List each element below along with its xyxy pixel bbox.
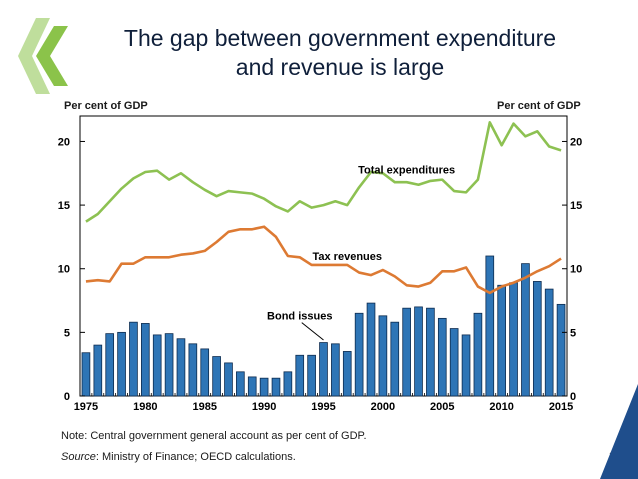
ytick-label-left-5: 5: [64, 327, 70, 339]
bar-1987: [224, 362, 233, 397]
bar-1994: [307, 354, 316, 397]
series-labels: Bond issues Total expenditures Tax revenue…: [267, 164, 455, 341]
left-axis-title: Per cent of GDP: [64, 100, 148, 112]
xtick-label-1975: 1975: [74, 401, 98, 413]
bar-1976: [93, 344, 103, 397]
xtick-label-2005: 2005: [430, 401, 454, 413]
bar-2012: [521, 263, 530, 397]
ytick-label-left-20: 20: [58, 136, 70, 148]
source-label: Source: [61, 451, 96, 463]
ytick-label-left-15: 15: [58, 200, 70, 212]
bar-1978: [117, 331, 126, 397]
bar-2005: [437, 317, 447, 397]
ytick-label-right-15: 15: [570, 200, 582, 212]
bar-1989: [247, 376, 257, 397]
bar-1975: [81, 352, 91, 397]
bar-2009: [485, 255, 495, 397]
bar-2013: [532, 281, 542, 397]
chart-note: Note: Central government general account…: [61, 430, 367, 442]
xtick-label-1990: 1990: [252, 401, 276, 413]
bar-1998: [354, 312, 364, 397]
slide-title-line-1: The gap between government expenditure: [123, 25, 557, 51]
bar-2010: [497, 284, 506, 397]
xtick-label-1995: 1995: [311, 401, 335, 413]
xtick-label-1980: 1980: [133, 401, 157, 413]
right-axis-title: Per cent of GDP: [497, 100, 581, 112]
bar-2001: [390, 321, 400, 397]
line-total-expenditures: [85, 121, 562, 223]
bar-2008: [473, 312, 483, 397]
bar-2004: [426, 307, 435, 397]
bar-1999: [366, 302, 376, 397]
slide-title: The gap between government expenditure a…: [80, 24, 600, 82]
label-total-expenditures: Total expenditures: [358, 164, 455, 176]
bar-2015: [556, 303, 566, 397]
ytick-label-right-0: 0: [570, 391, 576, 403]
source-text: : Ministry of Finance; OECD calculations…: [95, 451, 296, 463]
bar-1995: [319, 342, 328, 397]
bar-1985: [200, 348, 210, 397]
bar-1980: [141, 323, 150, 397]
bar-1981: [152, 334, 162, 397]
chart: 0 0 5 5 10 10 15 15 20 20 1975 1980 1985 1990 1995 2000…: [58, 115, 583, 413]
ytick-label-right-10: 10: [570, 264, 582, 276]
xtick-label-2015: 2015: [549, 401, 573, 413]
bar-1996: [331, 343, 340, 397]
corner-decoration: [600, 384, 638, 479]
label-tax-revenues: Tax revenues: [312, 251, 382, 263]
bar-1992: [283, 371, 293, 397]
axis-ticks: 0 0 5 5 10 10 15 15 20 20 1975 1980 1985 1990 1995 2000…: [58, 136, 583, 413]
bar-1986: [212, 356, 221, 397]
bar-1979: [129, 321, 138, 397]
bar-1984: [188, 343, 198, 397]
bar-1982: [164, 333, 174, 397]
ytick-label-right-5: 5: [570, 327, 576, 339]
chart-source: Source: Ministry of Finance; OECD calcul…: [61, 451, 296, 463]
bond-issue-bars: [81, 255, 566, 397]
bar-1993: [295, 354, 305, 397]
xtick-label-2010: 2010: [489, 401, 513, 413]
bar-1991: [271, 377, 281, 397]
bar-1997: [342, 351, 352, 397]
series-lines: [85, 121, 562, 295]
ytick-label-right-20: 20: [570, 136, 582, 148]
xtick-label-2000: 2000: [371, 401, 395, 413]
ytick-label-left-10: 10: [58, 264, 70, 276]
bond-issues-leader: [301, 322, 324, 341]
bar-2011: [509, 282, 518, 397]
oecd-logo-icon: [18, 18, 68, 94]
slide-title-line-2: and revenue is large: [235, 54, 445, 80]
xtick-label-1985: 1985: [192, 401, 216, 413]
ytick-label-left-0: 0: [64, 391, 70, 403]
bar-1988: [236, 371, 245, 397]
bar-2000: [378, 315, 388, 397]
line-tax-revenues: [85, 225, 562, 295]
bar-1977: [105, 333, 115, 397]
bar-2006: [449, 328, 459, 397]
bar-1983: [176, 338, 186, 397]
bar-2007: [461, 334, 471, 397]
bar-2002: [402, 307, 411, 397]
bar-2003: [414, 306, 423, 397]
logo-chevrons: [18, 18, 68, 94]
bar-1990: [259, 377, 269, 397]
bar-2014: [544, 288, 554, 397]
label-bond-issues: Bond issues: [267, 311, 332, 323]
